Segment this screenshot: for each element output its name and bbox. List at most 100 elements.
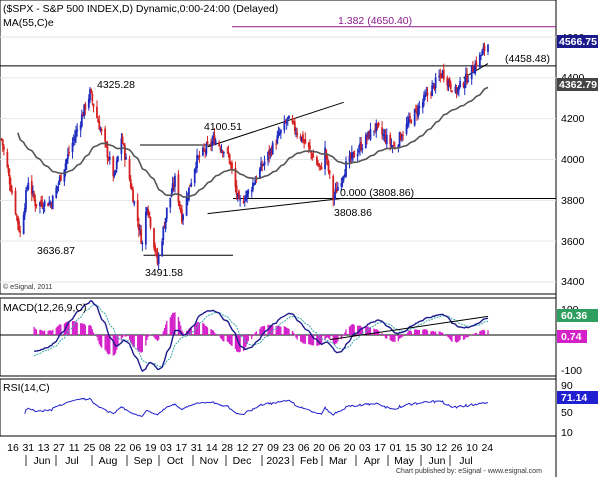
- candle-body: [48, 202, 51, 205]
- candle-body: [16, 216, 19, 224]
- candle-body: [473, 71, 475, 74]
- candle-body: [269, 149, 272, 154]
- candle-body: [155, 250, 158, 253]
- candle-body: [236, 193, 239, 198]
- candle-body: [245, 195, 247, 201]
- rsi-tick: 10: [561, 427, 573, 439]
- candle-body: [179, 208, 182, 212]
- candle-body: [129, 179, 132, 188]
- publisher-text: Chart published by: eSignal - www.esigna…: [396, 468, 542, 475]
- candle-body: [47, 203, 49, 207]
- macd-hist-value: 0.74: [561, 331, 582, 343]
- candle-body: [487, 44, 489, 52]
- date-tick: 27: [252, 442, 264, 454]
- candle-body: [147, 209, 150, 215]
- candle-body: [68, 151, 70, 154]
- candle-body: [7, 168, 10, 173]
- date-tick: 16: [7, 442, 19, 454]
- candle-body: [112, 156, 115, 177]
- month-tick: Feb: [300, 455, 318, 467]
- candle-body: [144, 211, 147, 245]
- macd-signal-line: [33, 304, 489, 368]
- candle-body: [197, 156, 200, 158]
- candle-body: [130, 186, 133, 190]
- candle-body: [40, 200, 43, 204]
- month-tick: May: [394, 455, 415, 467]
- candle-body: [218, 141, 221, 147]
- date-tick: 23: [283, 442, 295, 454]
- candle-body: [368, 131, 371, 139]
- candle-body: [312, 156, 315, 158]
- candle-body: [247, 190, 250, 194]
- candle-body: [459, 81, 461, 88]
- candle-body: [482, 47, 485, 50]
- candle-body: [185, 196, 188, 216]
- candle-body: [455, 87, 458, 94]
- candle-body: [65, 159, 68, 164]
- frame: [0, 0, 557, 477]
- macd-value-badge: [557, 309, 598, 322]
- candle-body: [124, 145, 126, 160]
- candle-body: [90, 89, 93, 93]
- candle-body: [402, 135, 404, 136]
- date-tick: 28: [221, 442, 233, 454]
- candle-body: [292, 121, 295, 123]
- candle-body: [57, 183, 60, 185]
- candle-body: [212, 136, 215, 140]
- candle-body: [177, 174, 180, 202]
- candle-body: [114, 170, 117, 173]
- candle-body: [426, 92, 429, 96]
- candle-body: [458, 85, 460, 91]
- candle-body: [364, 134, 367, 149]
- macd-hist-badge: [557, 330, 587, 343]
- candle-body: [204, 150, 207, 152]
- candle-body: [316, 157, 318, 165]
- candle-body: [221, 150, 224, 154]
- candle-body: [352, 152, 354, 155]
- candle-body: [51, 195, 54, 210]
- candle-body: [385, 135, 388, 144]
- candle-body: [356, 153, 359, 157]
- candle-body: [409, 116, 411, 119]
- month-tick: 2023: [266, 455, 290, 467]
- candle-body: [242, 201, 245, 203]
- candle-body: [416, 110, 418, 115]
- candle-body: [82, 114, 84, 117]
- candle-body: [464, 73, 467, 83]
- date-tick: 20: [344, 442, 356, 454]
- candle-body: [56, 186, 59, 189]
- candle-body: [397, 145, 400, 149]
- rsi-tick: 90: [561, 380, 573, 392]
- low-3808-label: 3808.86: [334, 207, 372, 219]
- candle-body: [55, 187, 58, 198]
- candle-body: [162, 226, 165, 241]
- candle-body: [220, 148, 223, 152]
- date-tick: 31: [22, 442, 34, 454]
- candle-body: [369, 129, 372, 140]
- candle-body: [262, 164, 265, 166]
- candle-body: [456, 88, 459, 93]
- rsi-tick: 50: [561, 407, 573, 419]
- candle-body: [71, 142, 74, 153]
- candle-body: [449, 83, 452, 89]
- date-tick: 30: [420, 442, 432, 454]
- candle-body: [196, 155, 198, 168]
- date-tick: 06: [328, 442, 340, 454]
- candle-body: [99, 129, 102, 131]
- candle-body: [157, 255, 160, 265]
- candle-body: [19, 231, 22, 233]
- candle-body: [279, 129, 282, 134]
- candle-body: [25, 190, 27, 209]
- candle-body: [58, 176, 61, 183]
- candle-body: [304, 138, 307, 144]
- candle-body: [327, 161, 330, 172]
- date-tick: 24: [481, 442, 493, 454]
- candle-body: [276, 135, 279, 144]
- candle-body: [451, 90, 453, 93]
- month-tick: Aug: [99, 455, 118, 467]
- candle-body: [335, 188, 338, 193]
- candle-body: [104, 128, 107, 142]
- price-tick: 3600: [561, 236, 585, 248]
- candle-body: [467, 80, 470, 82]
- rsi-value: 71.14: [561, 392, 587, 404]
